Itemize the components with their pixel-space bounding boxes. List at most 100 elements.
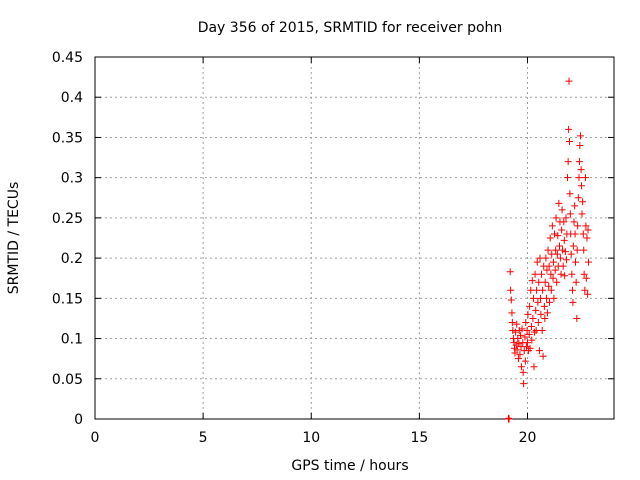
data-point (569, 242, 577, 250)
data-point (528, 277, 536, 285)
data-point (553, 250, 561, 258)
plot-frame (94, 56, 615, 420)
data-point (553, 278, 561, 286)
data-point (577, 166, 585, 174)
data-point (532, 327, 540, 335)
data-point (538, 270, 546, 278)
data-point (558, 206, 566, 214)
data-point (516, 351, 524, 359)
y-tick-label: 0.3 (61, 171, 83, 187)
data-point (566, 210, 574, 218)
data-point (578, 210, 586, 218)
data-point (540, 302, 548, 310)
data-point (526, 344, 534, 352)
data-point (519, 368, 527, 376)
data-point (505, 414, 513, 422)
data-point (518, 325, 526, 333)
data-point (536, 294, 544, 302)
data-point (562, 256, 570, 264)
data-point (582, 274, 590, 282)
data-point (545, 282, 553, 290)
data-point (517, 331, 525, 339)
data-point (546, 298, 554, 306)
data-point (568, 270, 576, 278)
data-point (569, 298, 577, 306)
data-point (573, 246, 581, 254)
data-point (571, 230, 579, 238)
y-tick-label: 0.25 (52, 211, 83, 227)
data-point (555, 199, 563, 207)
data-point (557, 270, 565, 278)
y-tick-label: 0.15 (52, 291, 83, 307)
x-tick-label: 0 (91, 430, 100, 446)
data-point (536, 254, 544, 262)
data-point (576, 132, 584, 140)
data-point (565, 77, 573, 85)
data-point (559, 262, 567, 270)
data-point (582, 222, 590, 230)
data-point (532, 306, 540, 314)
x-axis-label: GPS time / hours (291, 458, 408, 474)
data-point (539, 286, 547, 294)
data-point (513, 346, 521, 354)
data-point (534, 298, 542, 306)
data-point (551, 230, 559, 238)
data-point (576, 141, 584, 149)
data-point (584, 290, 592, 298)
data-point (565, 125, 573, 133)
data-point (512, 328, 520, 336)
data-point (534, 318, 542, 326)
data-point (527, 286, 535, 294)
y-tick-label: 0.45 (52, 50, 83, 66)
data-point (567, 250, 575, 258)
data-point (525, 331, 533, 339)
y-tick-label: 0.4 (61, 90, 83, 106)
data-point (514, 355, 522, 363)
data-point (522, 343, 530, 351)
data-point (506, 268, 514, 276)
grid-lines (95, 57, 614, 419)
data-point (530, 363, 538, 371)
data-point (570, 218, 578, 226)
data-point (544, 246, 552, 254)
data-point (565, 137, 573, 145)
data-point (547, 270, 555, 278)
data-point (541, 314, 549, 322)
data-point (520, 380, 528, 388)
axis-ticks: 0 5 10 15 20 0 0.05 0.1 0.15 0.2 0.25 0.3 0.35 0.4 0.4… (52, 50, 614, 446)
data-point (531, 270, 539, 278)
data-point (548, 222, 556, 230)
data-point (543, 309, 551, 317)
data-point (583, 234, 591, 242)
data-points (504, 77, 592, 423)
data-point (541, 278, 549, 286)
data-point (551, 266, 559, 274)
data-point (549, 274, 557, 282)
data-point (521, 357, 529, 365)
data-point (581, 174, 589, 182)
data-point (508, 318, 516, 326)
y-tick-label: 0.05 (52, 372, 83, 388)
data-point (571, 202, 579, 210)
data-point (574, 194, 582, 202)
x-tick-label: 20 (519, 430, 537, 446)
data-point (545, 262, 553, 270)
data-point (528, 336, 536, 344)
x-tick-label: 15 (410, 430, 428, 446)
data-point (579, 230, 587, 238)
x-tick-label: 10 (302, 430, 320, 446)
data-point (530, 328, 538, 336)
data-point (550, 294, 558, 302)
data-point (575, 158, 583, 166)
data-point (543, 266, 551, 274)
data-point (556, 242, 564, 250)
data-point (574, 222, 582, 230)
data-point (543, 294, 551, 302)
data-point (539, 352, 547, 360)
y-tick-label: 0.1 (61, 332, 83, 348)
data-point (578, 182, 586, 190)
data-point (537, 310, 545, 318)
data-point (554, 232, 562, 240)
x-tick-label: 5 (199, 430, 208, 446)
data-point (507, 296, 515, 304)
